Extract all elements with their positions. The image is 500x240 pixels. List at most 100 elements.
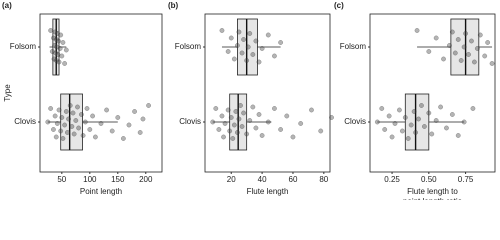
point: [449, 112, 455, 117]
point: [485, 40, 491, 45]
point: [482, 53, 488, 59]
point: [474, 46, 480, 51]
point: [238, 103, 243, 108]
point: [278, 127, 284, 132]
point: [54, 121, 60, 126]
x-axis-label: point length ratio: [403, 197, 463, 200]
point: [309, 107, 314, 113]
point: [52, 113, 58, 119]
point: [63, 109, 69, 114]
point: [477, 32, 483, 38]
y-tick-label: Folsom: [340, 42, 367, 51]
point: [221, 134, 226, 140]
x-axis-label: Flute length: [247, 187, 289, 196]
panel-label: (b): [168, 1, 179, 10]
plot-frame: [39, 13, 163, 173]
point: [247, 31, 253, 36]
point: [53, 134, 59, 140]
point: [45, 119, 51, 125]
x-tick-label: 0.25: [384, 175, 400, 184]
point: [444, 125, 449, 131]
point: [69, 124, 75, 129]
point: [225, 107, 231, 113]
point: [405, 136, 411, 141]
point: [48, 106, 54, 111]
point: [389, 134, 395, 140]
point: [250, 52, 256, 57]
box: [450, 18, 480, 76]
point: [452, 50, 458, 56]
point: [109, 128, 115, 134]
point: [247, 118, 253, 123]
point: [236, 29, 242, 35]
point: [244, 131, 250, 137]
point: [219, 113, 225, 119]
point: [58, 128, 64, 134]
point: [411, 109, 417, 114]
point: [402, 115, 408, 120]
point: [51, 35, 56, 41]
point: [419, 103, 424, 108]
y-tick-label: Clovis: [179, 117, 201, 126]
point: [250, 104, 256, 110]
point: [441, 56, 446, 62]
point: [216, 127, 222, 132]
point: [469, 38, 474, 44]
point: [458, 58, 464, 63]
box: [60, 93, 83, 151]
x-tick-label: 60: [289, 175, 298, 184]
point: [115, 115, 121, 120]
point: [58, 32, 64, 38]
point: [455, 37, 461, 42]
point: [219, 28, 225, 33]
point: [140, 116, 146, 122]
x-tick-label: 100: [83, 175, 97, 184]
point: [298, 121, 304, 126]
point: [120, 136, 126, 141]
point: [80, 133, 86, 138]
point: [466, 52, 471, 57]
point: [225, 49, 231, 54]
point: [137, 130, 143, 135]
point: [73, 118, 79, 123]
chart: (a) Type Folsom Clovis 50 100 150 200 Point leng…: [2, 1, 496, 206]
point: [472, 59, 477, 65]
point: [399, 128, 405, 134]
point: [386, 113, 392, 119]
x-tick-label: 150: [111, 175, 125, 184]
point: [56, 38, 61, 44]
point: [290, 134, 296, 140]
x-tick-label: 50: [57, 175, 66, 184]
point: [59, 115, 65, 120]
box: [237, 18, 258, 76]
point: [98, 121, 104, 126]
point: [132, 109, 137, 114]
point: [433, 35, 439, 41]
point: [241, 110, 246, 116]
y-tick-label: Folsom: [10, 42, 37, 51]
point: [489, 61, 495, 66]
point: [461, 44, 467, 50]
point: [265, 32, 271, 38]
plot-frame: [204, 13, 331, 173]
point: [79, 112, 84, 117]
x-axis-label: Flute length to: [407, 187, 458, 196]
point: [382, 127, 388, 132]
point: [470, 106, 476, 111]
point: [426, 110, 432, 116]
point: [244, 58, 250, 63]
point: [126, 122, 132, 128]
point: [259, 133, 265, 138]
point: [253, 125, 259, 131]
y-tick-label: Clovis: [14, 117, 36, 126]
y-axis-label: Type: [3, 84, 12, 102]
point: [438, 104, 443, 110]
point: [235, 130, 240, 135]
x-tick-label: 0.50: [421, 175, 437, 184]
point: [239, 124, 245, 129]
point: [241, 37, 246, 42]
point: [231, 56, 237, 62]
point: [71, 131, 77, 137]
point: [416, 116, 421, 122]
point: [62, 61, 68, 66]
